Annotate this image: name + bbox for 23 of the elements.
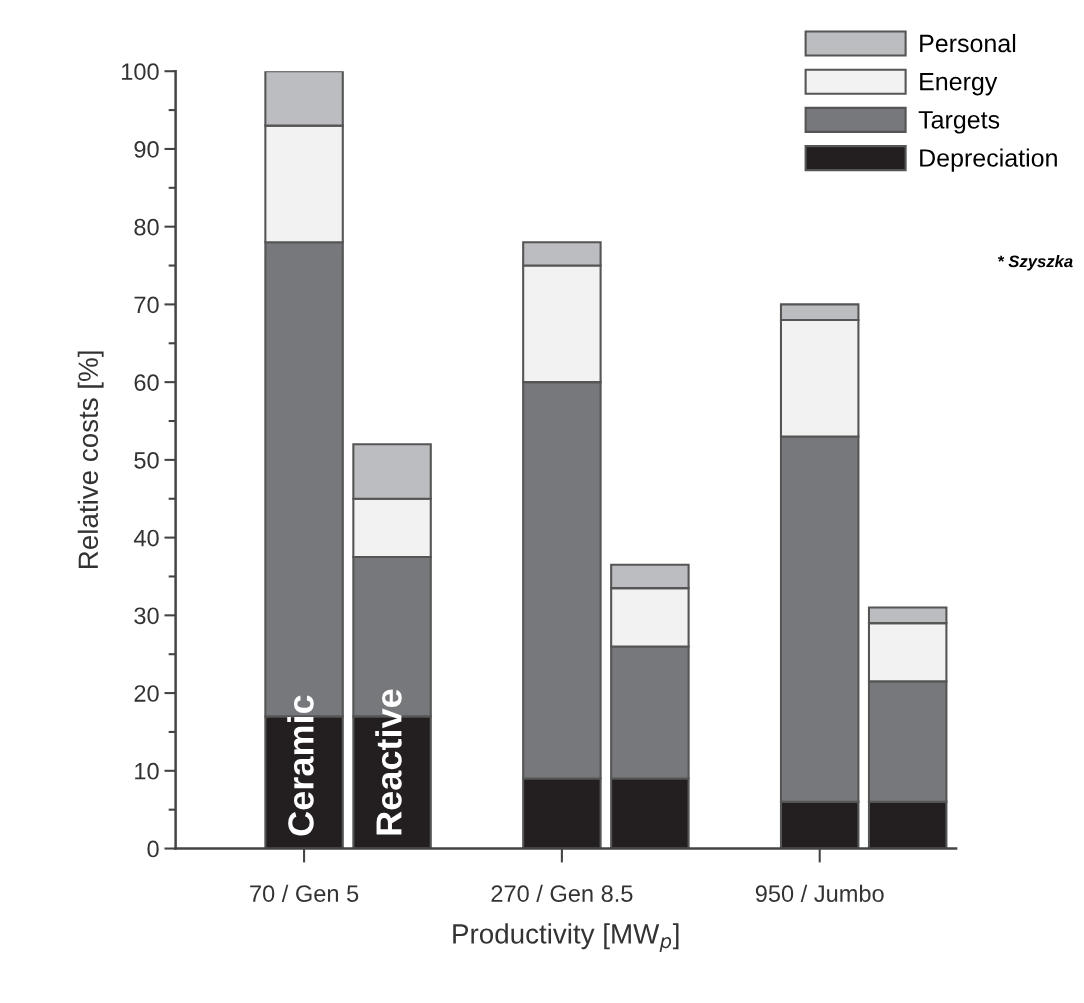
annotation: Reactive xyxy=(375,689,402,835)
y-tick-label: 100 xyxy=(122,63,159,80)
y-tick-label: 40 xyxy=(133,529,159,547)
y-tick-label: 30 xyxy=(134,607,159,625)
y-tick-label: 50 xyxy=(134,451,159,469)
y-tick-label: 0 xyxy=(147,840,159,858)
y-tick-label: 80 xyxy=(134,218,159,236)
legend-label: Personal xyxy=(920,33,1016,53)
y-axis-title: Relative costs [%] xyxy=(77,351,104,568)
x-tick-label: 270 / Gen 8.5 xyxy=(491,884,633,902)
legend-label: Depreciation xyxy=(920,148,1057,172)
y-tick-label: 60 xyxy=(134,374,159,391)
annotation: Ceramic xyxy=(287,695,314,836)
y-tick-label: 90 xyxy=(134,141,159,158)
x-tick-label: 70 / Gen 5 xyxy=(250,884,359,902)
legend-label: Targets xyxy=(918,111,1000,134)
legend-label: Energy xyxy=(920,73,998,96)
y-tick-label: 20 xyxy=(134,685,159,702)
x-axis-title: Productivity [MW$_{p}$] xyxy=(453,923,679,953)
text: * Szyszka xyxy=(997,255,1073,271)
x-tick-label: 950 / Jumbo xyxy=(755,884,884,902)
y-tick-label: 70 xyxy=(134,296,159,314)
y-tick-label: 10 xyxy=(135,762,159,780)
